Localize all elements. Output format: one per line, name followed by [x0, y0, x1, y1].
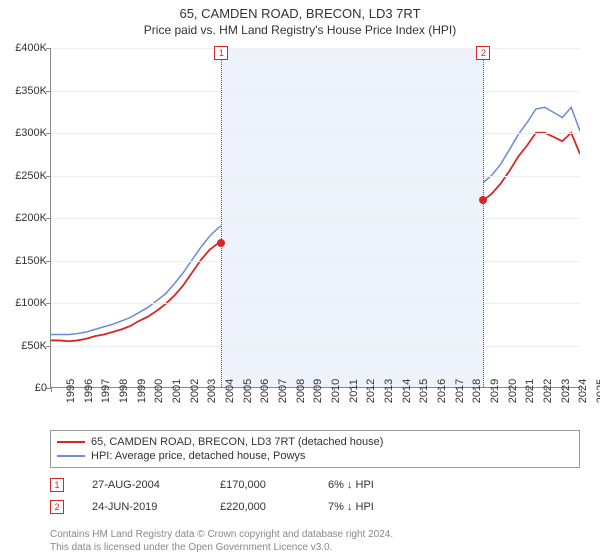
sale-marker-dot — [479, 196, 487, 204]
legend-swatch — [57, 455, 85, 458]
sale-marker-flag: 2 — [476, 46, 490, 60]
grid-line — [51, 176, 580, 177]
chart-subtitle: Price paid vs. HM Land Registry's House … — [0, 21, 600, 37]
chart-title: 65, CAMDEN ROAD, BRECON, LD3 7RT — [0, 0, 600, 21]
legend-box: 65, CAMDEN ROAD, BRECON, LD3 7RT (detach… — [50, 430, 580, 468]
grid-line — [51, 133, 580, 134]
y-axis-label: £150K — [15, 255, 47, 267]
sale-row: 1 27-AUG-2004 £170,000 6% ↓ HPI — [50, 478, 580, 492]
grid-line — [51, 218, 580, 219]
y-axis-label: £100K — [15, 297, 47, 309]
copyright-line-2: This data is licensed under the Open Gov… — [50, 541, 393, 554]
grid-line — [51, 48, 580, 49]
sale-marker-line — [483, 48, 484, 387]
chart-container: 65, CAMDEN ROAD, BRECON, LD3 7RT Price p… — [0, 0, 600, 560]
sale-row-flag: 1 — [50, 478, 64, 492]
sale-marker-line — [221, 48, 222, 387]
sale-price: £170,000 — [220, 479, 300, 491]
legend-label: 65, CAMDEN ROAD, BRECON, LD3 7RT (detach… — [91, 436, 383, 448]
sale-marker-flag: 1 — [214, 46, 228, 60]
sale-price: £220,000 — [220, 501, 300, 513]
grid-line — [51, 261, 580, 262]
legend-row: HPI: Average price, detached house, Powy… — [57, 449, 573, 463]
sale-marker-dot — [217, 239, 225, 247]
sale-row: 2 24-JUN-2019 £220,000 7% ↓ HPI — [50, 500, 580, 514]
y-axis-label: £250K — [15, 170, 47, 182]
y-axis-label: £50K — [21, 340, 47, 352]
copyright-line-1: Contains HM Land Registry data © Crown c… — [50, 528, 393, 541]
legend-row: 65, CAMDEN ROAD, BRECON, LD3 7RT (detach… — [57, 435, 573, 449]
legend-swatch — [57, 441, 85, 444]
x-axis-label: 2025 — [581, 379, 600, 403]
sale-delta: 6% ↓ HPI — [328, 479, 374, 491]
grid-line — [51, 91, 580, 92]
sale-date: 24-JUN-2019 — [92, 501, 192, 513]
y-axis-label: £200K — [15, 212, 47, 224]
y-axis-label: £300K — [15, 127, 47, 139]
copyright-text: Contains HM Land Registry data © Crown c… — [50, 528, 393, 554]
sale-row-flag: 2 — [50, 500, 64, 514]
grid-line — [51, 303, 580, 304]
chart-plot-area: £0£50K£100K£150K£200K£250K£300K£350K£400… — [50, 48, 580, 388]
grid-line — [51, 346, 580, 347]
sale-delta: 7% ↓ HPI — [328, 501, 374, 513]
y-axis-label: £350K — [15, 85, 47, 97]
y-axis-label: £400K — [15, 42, 47, 54]
legend-label: HPI: Average price, detached house, Powy… — [91, 450, 305, 462]
sale-date: 27-AUG-2004 — [92, 479, 192, 491]
y-axis-label: £0 — [35, 382, 47, 394]
